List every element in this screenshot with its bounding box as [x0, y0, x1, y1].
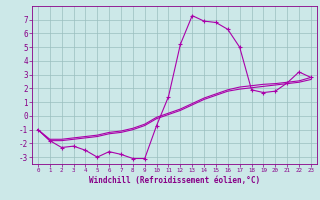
- X-axis label: Windchill (Refroidissement éolien,°C): Windchill (Refroidissement éolien,°C): [89, 176, 260, 185]
